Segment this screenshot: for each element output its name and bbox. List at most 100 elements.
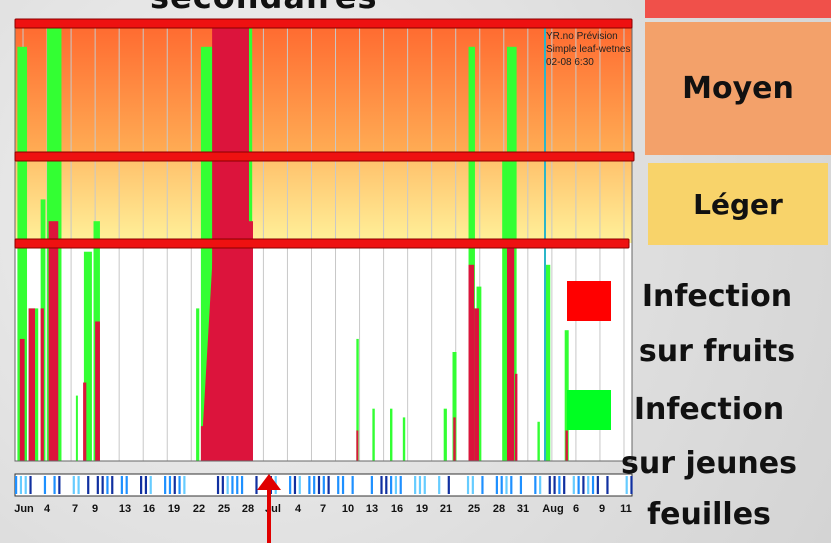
x-tick-label: 10 [342, 503, 354, 515]
timeline-tick [558, 476, 561, 494]
x-tick-label: 4 [295, 503, 302, 515]
timeline-tick [337, 476, 340, 494]
x-tick-label: 19 [416, 503, 428, 515]
timeline-tick [240, 476, 244, 494]
severity-box-leger: Léger [648, 163, 828, 245]
x-tick-label: 19 [168, 503, 180, 515]
leaf-infection-bar [502, 155, 507, 462]
band-moyen [15, 156, 632, 243]
timeline-tick [87, 476, 90, 494]
timeline-tick [111, 476, 114, 494]
timeline-tick [164, 476, 167, 494]
fruit-infection-bar [48, 221, 59, 461]
leaf-infection-bar [537, 421, 540, 461]
fruit-infection-bar [19, 338, 25, 461]
legend-leaves-line3: feuilles [647, 497, 771, 532]
timeline-tick [351, 476, 354, 494]
timeline-tick [77, 476, 80, 494]
x-tick-label: 7 [72, 503, 78, 515]
timeline-tick [481, 476, 484, 494]
timeline-tick [438, 476, 441, 494]
timeline-tick [510, 476, 513, 494]
timeline-tick [380, 476, 383, 494]
x-tick-label: 9 [92, 503, 98, 515]
fruit-infection-bar [40, 308, 44, 461]
leaf-infection-bar [75, 395, 78, 461]
timeline-tick [43, 476, 47, 494]
fruit-infection-bar [474, 308, 479, 461]
timeline-tick [471, 476, 474, 494]
legend-swatch-fruits [567, 281, 611, 321]
timeline-tick [534, 476, 537, 494]
x-tick-label: 25 [468, 503, 480, 515]
timeline-tick [19, 476, 23, 494]
timeline-tick [596, 476, 599, 494]
legend-leaves-line2: sur jeunes [620, 446, 797, 481]
leaf-infection-bar [390, 408, 393, 461]
x-tick-label: 16 [391, 503, 403, 515]
arrow-head [257, 474, 281, 490]
timeline-tick [293, 476, 297, 494]
timeline-tick [308, 476, 311, 494]
timeline-tick [500, 476, 503, 494]
fruit-infection-bar [453, 417, 456, 461]
x-tick-label: 13 [119, 503, 131, 515]
timeline-tick [390, 476, 393, 494]
timeline-tick [399, 476, 402, 494]
timeline-tick [101, 476, 104, 494]
timeline-tick [539, 476, 542, 494]
timeline-tick [606, 476, 609, 494]
timeline-tick [385, 476, 388, 494]
x-tick-label: 13 [366, 503, 378, 515]
timeline-tick [289, 476, 292, 494]
timeline-tick [53, 476, 56, 494]
timeline-tick [582, 476, 585, 494]
fruit-infection-bar [506, 243, 515, 461]
timeline-tick [168, 476, 172, 494]
x-tick-label: 25 [218, 503, 230, 515]
timeline-tick [591, 476, 595, 494]
severity-threshold-line [14, 18, 633, 29]
timeline-tick [577, 476, 580, 494]
fruit-infection-bar [83, 382, 87, 461]
slide-title-fragment: secondaires [150, 0, 377, 16]
timeline-tick [327, 476, 330, 494]
x-tick-label: Aug [542, 503, 563, 515]
timeline-tick [447, 476, 450, 494]
x-tick-label: 11 [620, 503, 632, 515]
timeline-tick [58, 476, 61, 494]
severity-threshold-line [14, 238, 630, 249]
leaf-infection-bar [83, 251, 92, 461]
info-text-line: YR.no Prévision [546, 31, 618, 42]
x-tick-label: 4 [44, 503, 51, 515]
timeline-tick [572, 476, 575, 494]
timeline-tick [236, 476, 239, 494]
timeline-tick [370, 476, 373, 494]
timeline-tick [519, 476, 523, 494]
timeline-tick [72, 476, 75, 494]
timeline-tick [29, 476, 32, 494]
timeline-tick [178, 476, 181, 494]
timeline-tick [414, 476, 417, 494]
fruit-infection-bar [95, 321, 100, 461]
x-tick-label: Jun [14, 503, 34, 515]
x-tick-label: 7 [320, 503, 326, 515]
timeline-tick [120, 476, 123, 494]
x-tick-label: 6 [573, 503, 579, 515]
timeline-tick [24, 476, 27, 494]
fruit-infection-bar [247, 221, 253, 461]
leaf-infection-bar [356, 338, 359, 461]
timeline-tick [625, 476, 628, 494]
timeline-tick [505, 476, 508, 494]
timeline-tick [125, 476, 128, 494]
timeline-tick [231, 476, 234, 494]
timeline-tick [298, 476, 301, 494]
fruit-infection-bar [28, 308, 36, 461]
timeline-tick [226, 476, 229, 494]
timeline-tick [341, 476, 345, 494]
leaf-infection-bar [17, 46, 28, 462]
timeline-tick [563, 476, 566, 494]
timeline-tick [221, 476, 224, 494]
legend-fruits-line2: sur fruits [638, 334, 796, 369]
band-severe [15, 25, 632, 156]
